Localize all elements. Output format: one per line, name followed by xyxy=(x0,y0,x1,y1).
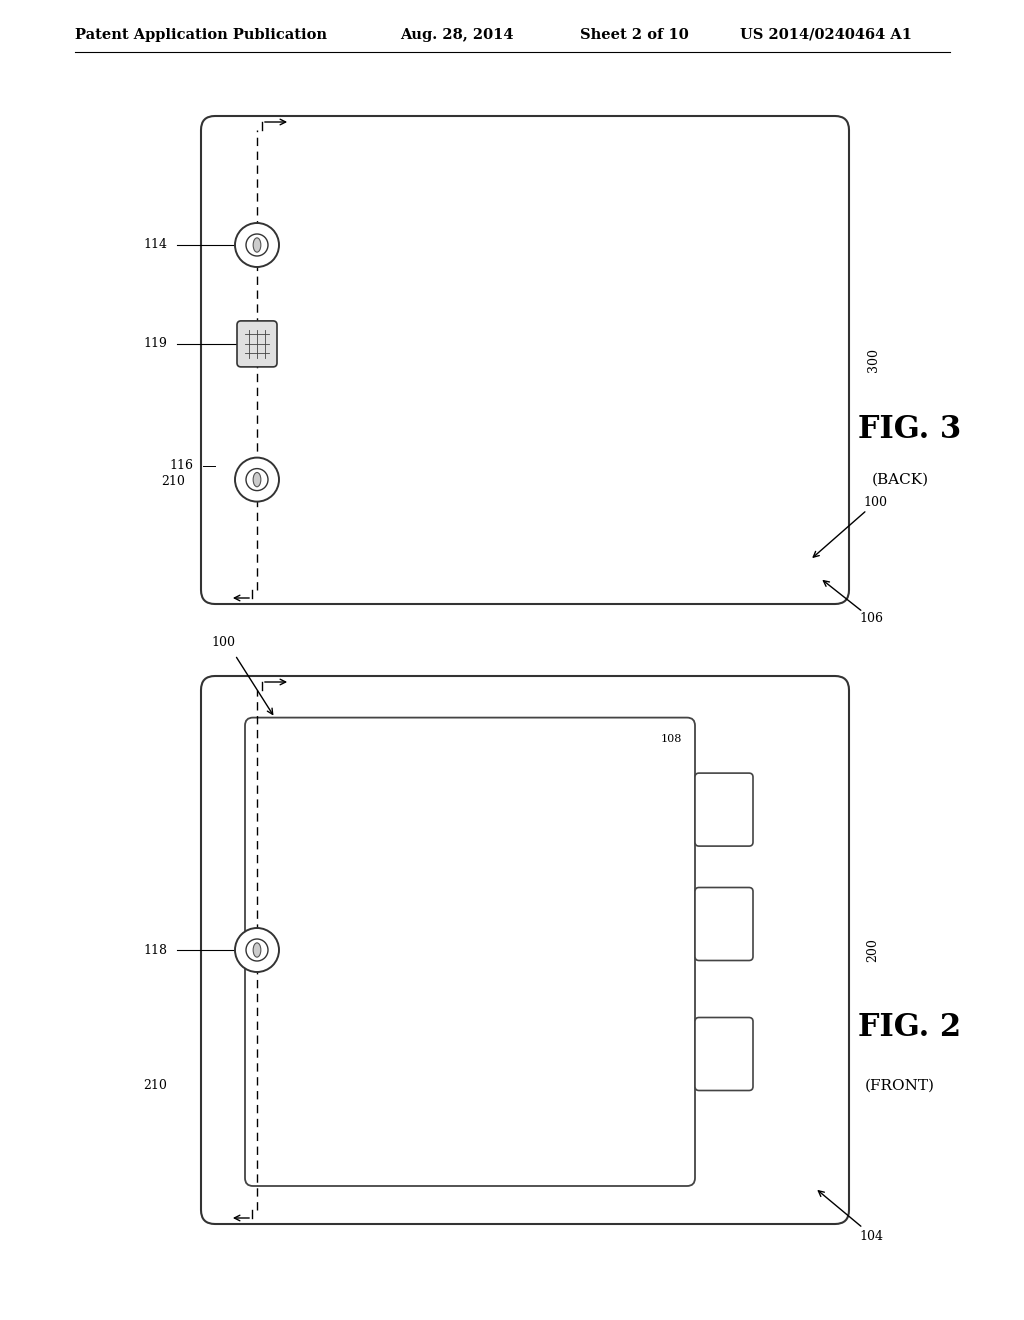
Text: Sheet 2 of 10: Sheet 2 of 10 xyxy=(580,28,689,42)
FancyBboxPatch shape xyxy=(695,887,753,961)
FancyBboxPatch shape xyxy=(201,116,849,605)
FancyBboxPatch shape xyxy=(201,676,849,1224)
FancyBboxPatch shape xyxy=(245,718,695,1185)
Text: 300: 300 xyxy=(866,348,880,372)
Circle shape xyxy=(246,469,268,491)
Text: US 2014/0240464 A1: US 2014/0240464 A1 xyxy=(740,28,912,42)
Text: 206: 206 xyxy=(718,799,730,821)
Ellipse shape xyxy=(253,238,261,252)
FancyBboxPatch shape xyxy=(695,774,753,846)
Text: FIG. 3: FIG. 3 xyxy=(858,413,962,445)
Text: 116: 116 xyxy=(169,459,193,473)
Ellipse shape xyxy=(253,942,261,957)
Text: 202: 202 xyxy=(718,1043,730,1065)
Text: 100: 100 xyxy=(863,495,887,508)
Text: 106: 106 xyxy=(859,611,883,624)
Text: Aug. 28, 2014: Aug. 28, 2014 xyxy=(400,28,513,42)
Text: Patent Application Publication: Patent Application Publication xyxy=(75,28,327,42)
Circle shape xyxy=(246,939,268,961)
Ellipse shape xyxy=(253,473,261,487)
Circle shape xyxy=(234,223,279,267)
Text: (BACK): (BACK) xyxy=(871,473,929,487)
Circle shape xyxy=(234,928,279,972)
FancyBboxPatch shape xyxy=(695,1018,753,1090)
Text: 108: 108 xyxy=(660,734,682,743)
FancyBboxPatch shape xyxy=(237,321,278,367)
Circle shape xyxy=(246,234,268,256)
Text: 104: 104 xyxy=(859,1229,883,1242)
Text: 210: 210 xyxy=(161,475,185,488)
Text: 210: 210 xyxy=(143,1078,167,1092)
Text: 100: 100 xyxy=(211,635,234,648)
Text: FIG. 2: FIG. 2 xyxy=(858,1012,962,1044)
Text: 114: 114 xyxy=(143,239,167,252)
Text: 204: 204 xyxy=(718,913,730,935)
Text: 200: 200 xyxy=(866,939,880,962)
Circle shape xyxy=(234,458,279,502)
Text: 118: 118 xyxy=(143,944,167,957)
Text: (FRONT): (FRONT) xyxy=(865,1078,935,1092)
Text: 119: 119 xyxy=(143,338,167,350)
